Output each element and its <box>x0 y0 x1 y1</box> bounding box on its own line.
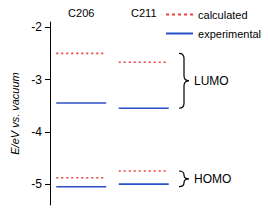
svg-text:-2: -2 <box>31 20 42 34</box>
svg-text:experimental: experimental <box>198 28 261 40</box>
svg-text:-3: -3 <box>31 73 42 87</box>
svg-text:C211: C211 <box>131 7 156 19</box>
svg-text:-4: -4 <box>31 125 42 139</box>
svg-text:HOMO: HOMO <box>194 172 231 186</box>
svg-text:C206: C206 <box>68 7 94 19</box>
svg-text:calculated: calculated <box>198 9 248 21</box>
svg-text:-5: -5 <box>31 177 42 191</box>
svg-text:E/eV vs. vacuum: E/eV vs. vacuum <box>9 72 21 155</box>
svg-text:LUMO: LUMO <box>194 74 229 88</box>
